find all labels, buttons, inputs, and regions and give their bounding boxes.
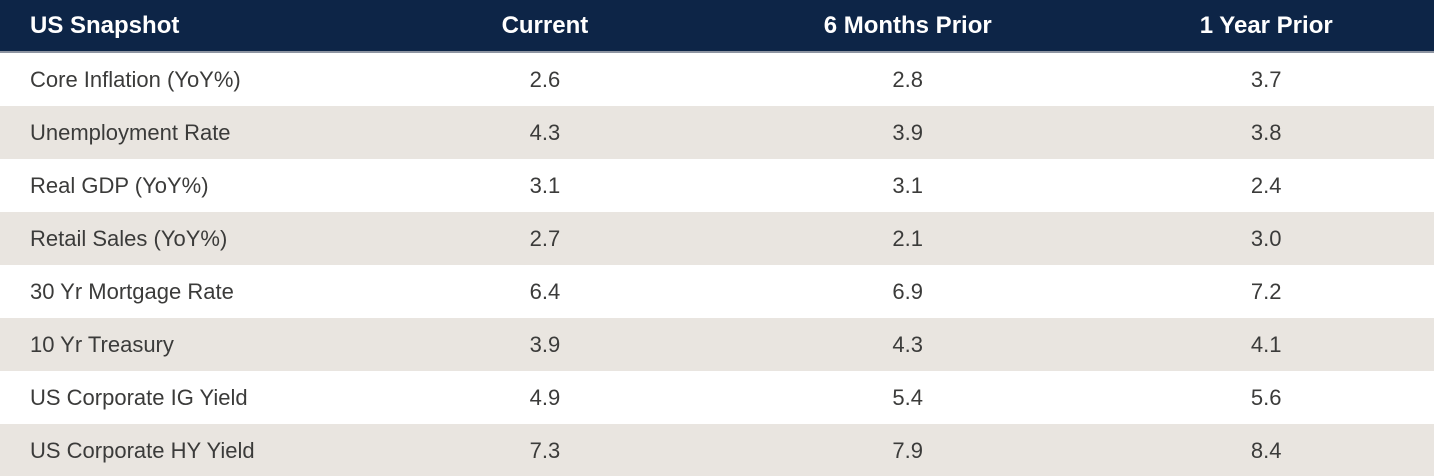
cell-current: 4.3 xyxy=(529,119,561,145)
table-row: US Corporate HY Yield 7.3 7.9 8.4 xyxy=(0,424,1434,476)
cell-6-months-prior: 3.9 xyxy=(892,119,923,145)
cell-6-months-prior: 2.1 xyxy=(892,225,923,251)
table-row: US Corporate IG Yield 4.9 5.4 5.6 xyxy=(0,371,1434,424)
cell-6-months-prior: 7.9 xyxy=(892,437,923,463)
table-row: Retail Sales (YoY%) 2.7 2.1 3.0 xyxy=(0,212,1434,265)
column-header-current: Current xyxy=(501,11,589,39)
cell-1-year-prior: 7.2 xyxy=(1250,278,1282,304)
row-label: US Corporate HY Yield xyxy=(30,437,255,463)
cell-1-year-prior: 2.4 xyxy=(1250,172,1282,198)
cell-6-months-prior: 6.9 xyxy=(892,278,923,304)
cell-current: 3.9 xyxy=(529,331,561,357)
cell-6-months-prior: 3.1 xyxy=(892,172,923,198)
table-row: Core Inflation (YoY%) 2.6 2.8 3.7 xyxy=(0,53,1434,106)
cell-1-year-prior: 8.4 xyxy=(1250,437,1282,463)
cell-6-months-prior: 5.4 xyxy=(892,384,923,410)
column-header-6-months-prior: 6 Months Prior xyxy=(823,11,992,39)
row-label: Unemployment Rate xyxy=(30,119,231,145)
table-row: Real GDP (YoY%) 3.1 3.1 2.4 xyxy=(0,159,1434,212)
table-header-row: US Snapshot Current 6 Months Prior 1 Yea… xyxy=(0,0,1434,53)
table-title: US Snapshot xyxy=(30,11,180,39)
cell-1-year-prior: 5.6 xyxy=(1250,384,1282,410)
cell-6-months-prior: 4.3 xyxy=(892,331,923,357)
row-label: Retail Sales (YoY%) xyxy=(30,225,228,251)
cell-current: 4.9 xyxy=(529,384,561,410)
cell-1-year-prior: 3.0 xyxy=(1250,225,1282,251)
cell-current: 2.6 xyxy=(529,66,561,92)
cell-1-year-prior: 3.7 xyxy=(1250,66,1282,92)
row-label: Core Inflation (YoY%) xyxy=(30,66,241,92)
row-label: Real GDP (YoY%) xyxy=(30,172,209,198)
cell-6-months-prior: 2.8 xyxy=(892,66,923,92)
cell-1-year-prior: 4.1 xyxy=(1250,331,1282,357)
cell-current: 7.3 xyxy=(529,437,561,463)
column-header-1-year-prior: 1 Year Prior xyxy=(1199,11,1333,39)
row-label: US Corporate IG Yield xyxy=(30,384,248,410)
cell-current: 3.1 xyxy=(529,172,561,198)
table-row: 10 Yr Treasury 3.9 4.3 4.1 xyxy=(0,318,1434,371)
cell-current: 6.4 xyxy=(529,278,561,304)
table-row: 30 Yr Mortgage Rate 6.4 6.9 7.2 xyxy=(0,265,1434,318)
row-label: 30 Yr Mortgage Rate xyxy=(30,278,234,304)
cell-1-year-prior: 3.8 xyxy=(1250,119,1282,145)
table-row: Unemployment Rate 4.3 3.9 3.8 xyxy=(0,106,1434,159)
row-label: 10 Yr Treasury xyxy=(30,331,174,357)
cell-current: 2.7 xyxy=(529,225,561,251)
